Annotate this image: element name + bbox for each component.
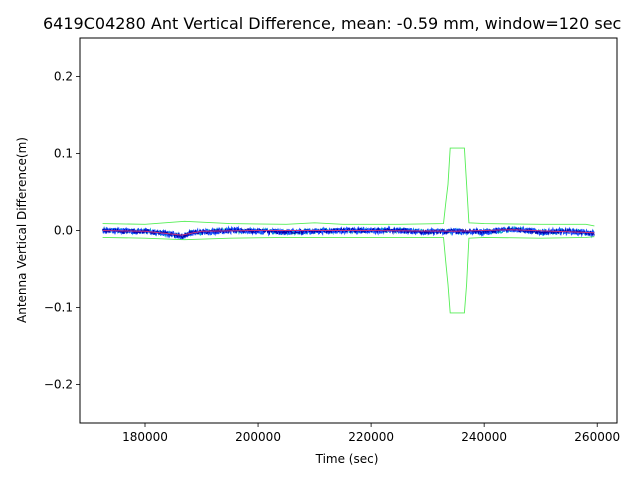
x-tick-label: 240000 bbox=[461, 430, 507, 444]
plot-area bbox=[79, 37, 618, 424]
x-tick-label: 180000 bbox=[122, 430, 168, 444]
std-band-upper-series bbox=[102, 147, 595, 227]
x-axis-label: Time (sec) bbox=[315, 452, 379, 466]
std-band-lower-series bbox=[102, 236, 595, 314]
x-tick-label: 200000 bbox=[235, 430, 281, 444]
y-axis-label: Antenna Vertical Difference(m) bbox=[15, 137, 29, 323]
x-axis: 180000 200000 220000 240000 260000 bbox=[122, 423, 620, 444]
y-tick-label: 0.0 bbox=[54, 224, 73, 238]
window-mean-series bbox=[102, 229, 595, 236]
y-axis: −0.2 −0.1 0.0 0.1 0.2 bbox=[44, 70, 80, 392]
y-tick-label: −0.2 bbox=[44, 378, 73, 392]
x-tick-label: 220000 bbox=[348, 430, 394, 444]
y-tick-label: 0.1 bbox=[54, 147, 73, 161]
x-tick-label: 260000 bbox=[574, 430, 620, 444]
y-tick-label: −0.1 bbox=[44, 301, 73, 315]
y-tick-label: 0.2 bbox=[54, 70, 73, 84]
chart-title: 6419C04280 Ant Vertical Difference, mean… bbox=[43, 14, 621, 33]
series-layer bbox=[102, 147, 595, 314]
